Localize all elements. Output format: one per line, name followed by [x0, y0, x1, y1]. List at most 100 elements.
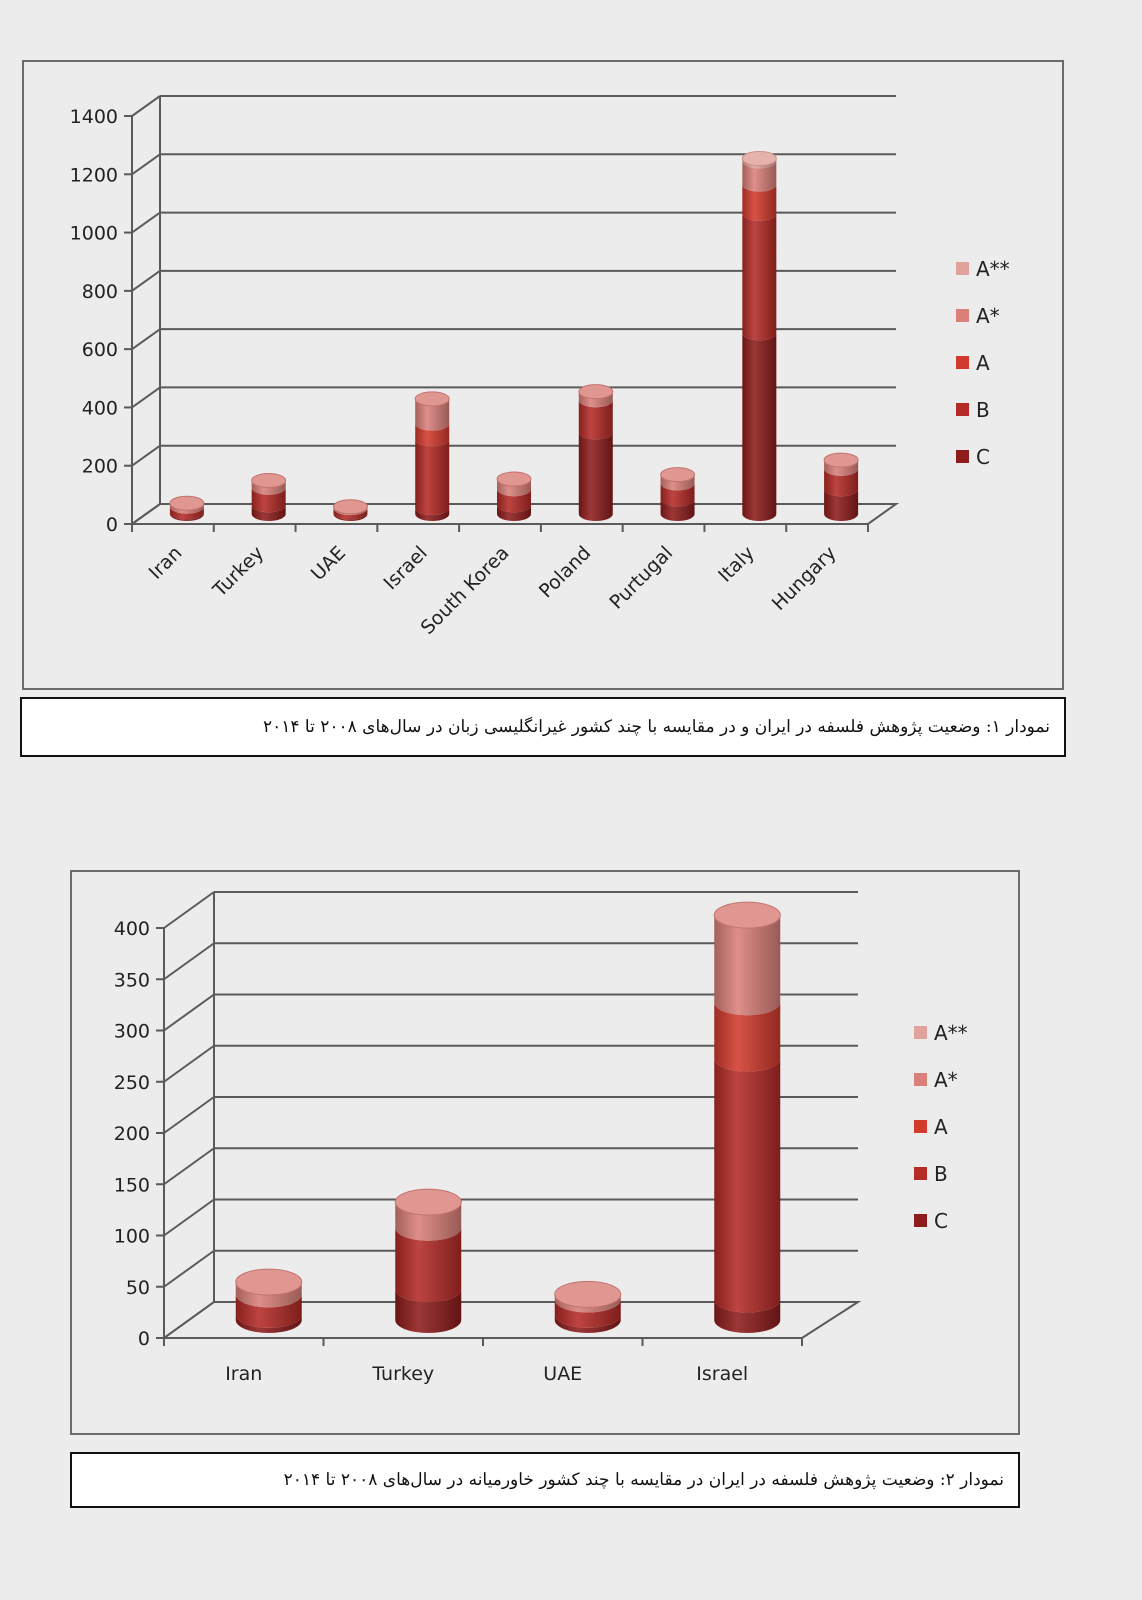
x-tick-label: Turkey — [208, 542, 268, 602]
bar-turkey-c — [395, 1289, 462, 1333]
y-tick-label: 350 — [114, 969, 150, 991]
bar-south-korea-astar — [497, 479, 531, 497]
bar-top-iran — [169, 495, 205, 511]
x-tick-label: Israel — [696, 1363, 748, 1385]
bar-top-uae — [332, 499, 368, 515]
bar-uae-b — [554, 1299, 621, 1328]
legend-swatch-astarstar — [914, 1026, 927, 1039]
bar-top-italy — [741, 150, 777, 166]
bar-turkey-c — [251, 505, 286, 521]
bar-italy-c — [742, 333, 777, 521]
x-tick-label: Hungary — [768, 542, 841, 615]
y-tick-label: 150 — [114, 1174, 150, 1196]
gridline-side — [131, 211, 161, 234]
x-tick-label: Turkey — [371, 1363, 434, 1385]
legend-swatch-b — [956, 403, 969, 416]
legend-label-astar: A* — [976, 304, 1000, 328]
x-tick-label: Israel — [379, 542, 431, 594]
bar-israel-b — [714, 1058, 781, 1313]
bar-turkey-b — [251, 487, 286, 513]
bar-top-uae — [554, 1280, 622, 1308]
gridline-side — [131, 328, 161, 350]
bar-iran-c — [169, 512, 204, 521]
bar-israel-astar — [415, 398, 450, 431]
gridline-side — [131, 95, 161, 117]
bar-top-israel — [713, 901, 781, 929]
y-tick-label: 1000 — [70, 223, 118, 245]
bar-south-korea-b — [497, 489, 531, 513]
legend-label-b: B — [976, 398, 990, 422]
y-tick-label: 0 — [106, 514, 118, 536]
y-tick-label: 300 — [114, 1021, 150, 1043]
y-tick-label: 100 — [114, 1226, 150, 1248]
bar-hungary-c — [824, 489, 859, 521]
gridline-side — [163, 993, 215, 1032]
legend-label-c: C — [976, 445, 990, 469]
gridline-side — [131, 153, 161, 176]
legend-label-astarstar: A** — [934, 1021, 968, 1045]
bar-top-south-korea — [496, 471, 532, 487]
bar-top-iran — [235, 1268, 303, 1296]
y-tick-label: 400 — [114, 918, 150, 940]
bar-turkey-astar — [395, 1202, 462, 1241]
x-tick-label: UAE — [307, 542, 350, 585]
x-tick-label: Iran — [145, 542, 187, 584]
bar-italy-a — [742, 184, 777, 221]
bar-poland-b — [578, 400, 613, 440]
bar-top-turkey — [394, 1188, 462, 1216]
bar-israel-c — [714, 1299, 781, 1333]
legend-label-a: A — [976, 351, 990, 375]
bar-top-israel — [414, 391, 450, 407]
y-tick-label: 600 — [82, 339, 118, 361]
bar-italy-b — [742, 213, 777, 341]
legend-label-a: A — [934, 1115, 948, 1139]
bar-iran-c — [235, 1314, 302, 1333]
y-tick-label: 800 — [82, 281, 118, 303]
bar-israel-a — [415, 423, 450, 447]
chart-2-caption: نمودار ۲: وضعیت پژوهش فلسفه در ایران در … — [70, 1452, 1020, 1508]
bar-italy-astar — [742, 161, 777, 192]
legend-swatch-astarstar — [956, 262, 969, 275]
bar-iran-b — [235, 1294, 302, 1328]
bar-iran-astar — [169, 503, 204, 514]
bar-top-turkey — [251, 472, 287, 488]
bar-israel-c — [415, 508, 450, 521]
bar-south-korea-c — [497, 505, 531, 521]
bar-italy-astarstar — [742, 158, 777, 169]
legend-swatch-a — [956, 356, 969, 369]
chart-1-caption: نمودار ۱: وضعیت پژوهش فلسفه در ایران و د… — [20, 697, 1066, 757]
x-tick-label: Italy — [714, 542, 759, 587]
bar-poland-astar — [578, 391, 613, 408]
bar-iran-b — [169, 506, 204, 520]
gridline-side — [163, 942, 215, 981]
chart-1: 0 200 400 600 800 1000 1200 1400 Iran Turkey UAE Is… — [22, 60, 1064, 690]
bar-israel-b — [415, 439, 450, 516]
bar-purtugal-c — [660, 499, 695, 521]
legend-swatch-astar — [956, 309, 969, 322]
y-tick-label: 1200 — [70, 164, 118, 186]
bar-israel-astar — [714, 915, 781, 1016]
bar-uae-c — [333, 512, 368, 521]
x-tick-label: UAE — [543, 1363, 582, 1385]
bar-purtugal-astar — [660, 474, 695, 491]
y-tick-label: 200 — [82, 456, 118, 478]
bar-hungary-astar — [824, 460, 859, 476]
legend-swatch-a — [914, 1120, 927, 1133]
bar-uae-astar — [554, 1294, 621, 1313]
gridline-side — [163, 1147, 215, 1186]
x-tick-label: Iran — [225, 1363, 262, 1385]
x-tick-label: South Korea — [417, 542, 514, 639]
x-tick-label: Poland — [535, 542, 595, 602]
bar-top-hungary — [823, 452, 859, 468]
bar-iran-astar — [235, 1282, 302, 1308]
legend-label-b: B — [934, 1162, 948, 1186]
chart-1-canvas: 0 200 400 600 800 1000 1200 1400 Iran Turkey UAE Is… — [70, 95, 1010, 639]
gridline-side — [163, 1198, 215, 1237]
y-tick-label: 0 — [138, 1328, 150, 1350]
bar-turkey-b — [395, 1227, 462, 1303]
legend-swatch-astar — [914, 1073, 927, 1086]
legend-label-c: C — [934, 1209, 948, 1233]
legend-swatch-c — [956, 450, 969, 463]
y-tick-label: 50 — [126, 1277, 150, 1299]
legend-label-astarstar: A** — [976, 257, 1010, 281]
